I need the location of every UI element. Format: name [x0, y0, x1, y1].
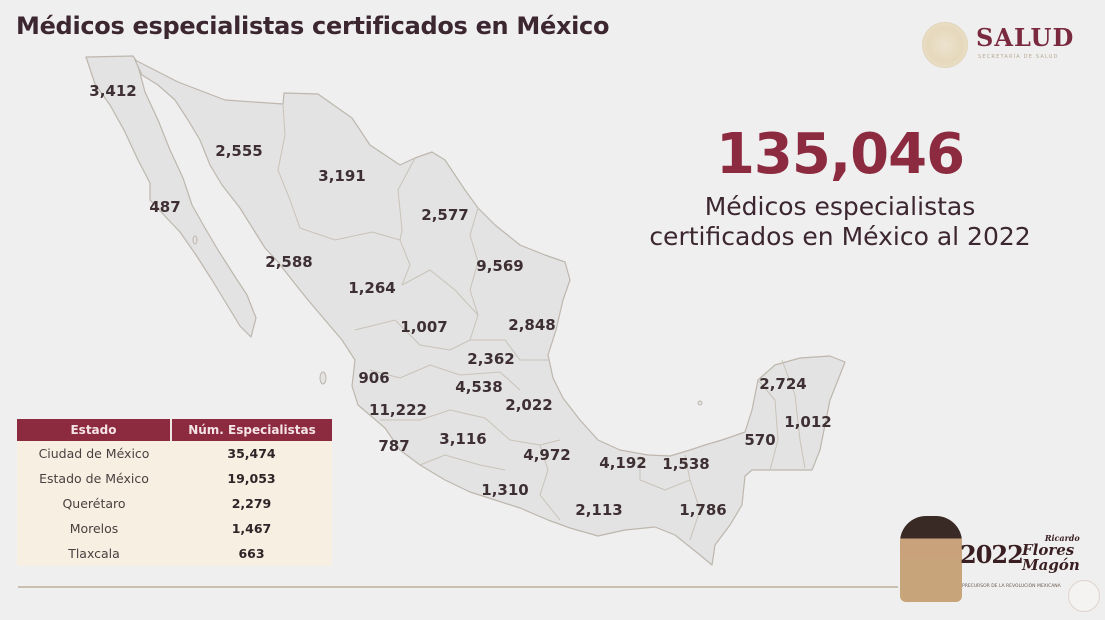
num-cell: 19,053: [171, 466, 332, 491]
logo-text: SALUD: [976, 23, 1075, 52]
state-value-label: 4,972: [523, 446, 571, 464]
table-row: Querétaro 2,279: [17, 491, 332, 516]
salud-logo: SALUD SECRETARÍA DE SALUD: [922, 20, 1092, 70]
state-value-label: 2,724: [759, 375, 807, 393]
state-value-label: 1,012: [784, 413, 832, 431]
state-value-label: 487: [149, 198, 181, 216]
badge-subtitle: PRECURSOR DE LA REVOLUCIÓN MEXICANA: [962, 584, 1061, 589]
state-value-label: 4,192: [599, 454, 647, 472]
badge-name: Ricardo Flores Magón: [1022, 533, 1080, 574]
page-title: Médicos especialistas certificados en Mé…: [16, 12, 610, 40]
state-value-label: 3,116: [439, 430, 487, 448]
state-value-label: 9,569: [476, 257, 524, 275]
state-value-label: 2,555: [215, 142, 263, 160]
table-row: Ciudad de México 35,474: [17, 441, 332, 466]
state-value-label: 2,113: [575, 501, 623, 519]
state-value-label: 3,412: [89, 82, 137, 100]
portrait-icon: [900, 516, 962, 602]
estado-cell: Querétaro: [17, 491, 171, 516]
state-value-label: 3,191: [318, 167, 366, 185]
state-value-label: 2,022: [505, 396, 553, 414]
seal-icon: [1068, 580, 1100, 612]
state-value-label: 4,538: [455, 378, 503, 396]
table-row: Morelos 1,467: [17, 516, 332, 541]
state-value-label: 787: [378, 437, 410, 455]
state-value-label: 906: [358, 369, 390, 387]
mainland-region: [134, 59, 846, 566]
state-value-label: 2,577: [421, 206, 469, 224]
num-cell: 35,474: [171, 441, 332, 466]
estado-cell: Estado de México: [17, 466, 171, 491]
state-value-label: 2,362: [467, 350, 515, 368]
num-cell: 1,467: [171, 516, 332, 541]
badge-year: 2022: [960, 540, 1024, 569]
flores-magon-badge: 2022 Ricardo Flores Magón PRECURSOR DE L…: [894, 512, 1104, 612]
estado-cell: Tlaxcala: [17, 541, 171, 566]
table-header-row: Estado Núm. Especialistas: [17, 419, 332, 441]
state-value-label: 11,222: [369, 401, 427, 419]
table-row: Tlaxcala 663: [17, 541, 332, 566]
state-value-label: 2,848: [508, 316, 556, 334]
column-header-estado: Estado: [17, 419, 171, 441]
state-value-label: 1,007: [400, 318, 448, 336]
logo-subtitle: SECRETARÍA DE SALUD: [978, 54, 1059, 60]
state-value-label: 2,588: [265, 253, 313, 271]
state-value-label: 1,264: [348, 279, 396, 297]
state-value-label: 570: [744, 431, 776, 449]
num-cell: 663: [171, 541, 332, 566]
state-value-label: 1,310: [481, 481, 529, 499]
state-value-label: 1,786: [679, 501, 727, 519]
total-description: Médicos especialistas certificados en Mé…: [649, 192, 1031, 251]
footer-divider: [18, 586, 898, 588]
table-row: Estado de México 19,053: [17, 466, 332, 491]
baja-california-region: [85, 55, 257, 338]
estado-cell: Morelos: [17, 516, 171, 541]
estado-cell: Ciudad de México: [17, 441, 171, 466]
total-specialists: 135,046: [715, 122, 965, 187]
national-emblem-icon: [922, 22, 968, 68]
state-value-label: 1,538: [662, 455, 710, 473]
top-states-table: Estado Núm. Especialistas Ciudad de Méxi…: [17, 419, 332, 566]
column-header-num-especialistas: Núm. Especialistas: [170, 419, 332, 441]
num-cell: 2,279: [171, 491, 332, 516]
